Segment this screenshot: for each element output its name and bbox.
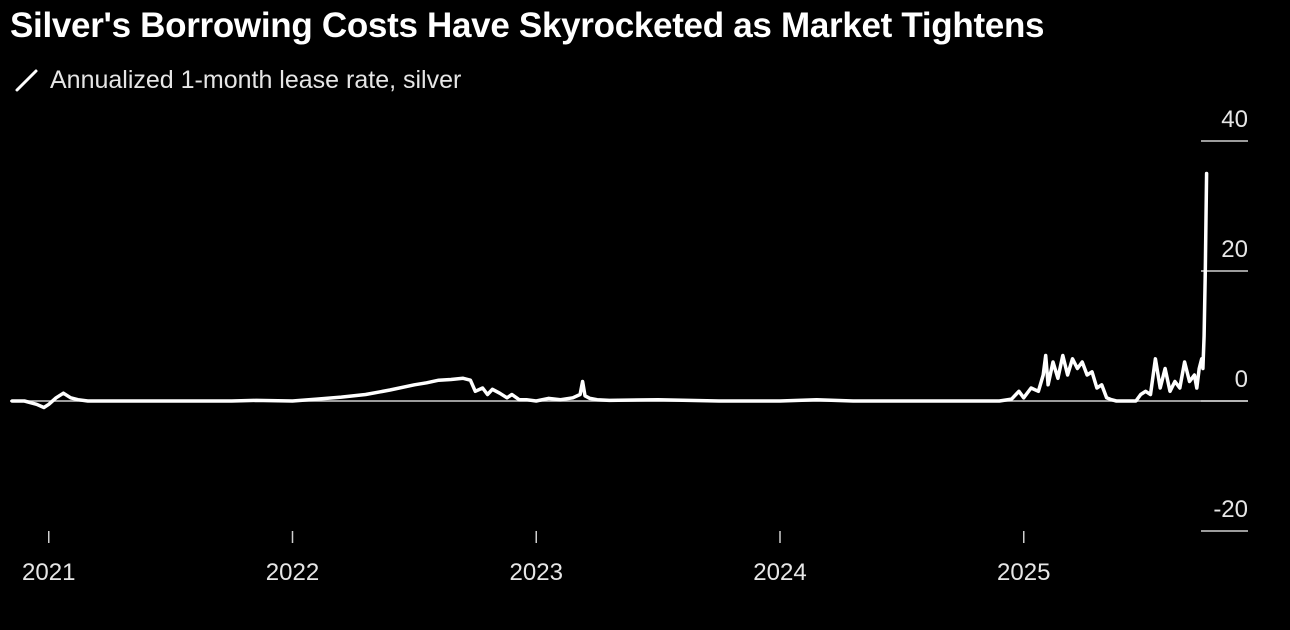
y-tick-label: 0 <box>1235 366 1248 393</box>
y-tick-label: -20 <box>1213 496 1248 523</box>
legend-line-icon <box>15 69 38 92</box>
y-tick-label: 20 <box>1221 236 1248 263</box>
series-line-lease-rate <box>10 171 1209 410</box>
x-axis: 2021 2022 2023 2024 2025 <box>22 531 1050 586</box>
x-tick-label: 2023 <box>510 559 563 586</box>
y-tick-label: 40 <box>1221 106 1248 133</box>
y-axis: 40 20 0 -20 <box>1201 106 1248 532</box>
legend-label: Annualized 1-month lease rate, silver <box>50 65 462 94</box>
x-tick-label: 2024 <box>753 559 806 586</box>
chart-title: Silver's Borrowing Costs Have Skyrockete… <box>10 6 1045 45</box>
x-tick-label: 2025 <box>997 559 1050 586</box>
legend: Annualized 1-month lease rate, silver <box>14 64 461 96</box>
x-tick-label: 2021 <box>22 559 75 586</box>
x-tick-label: 2022 <box>266 559 319 586</box>
